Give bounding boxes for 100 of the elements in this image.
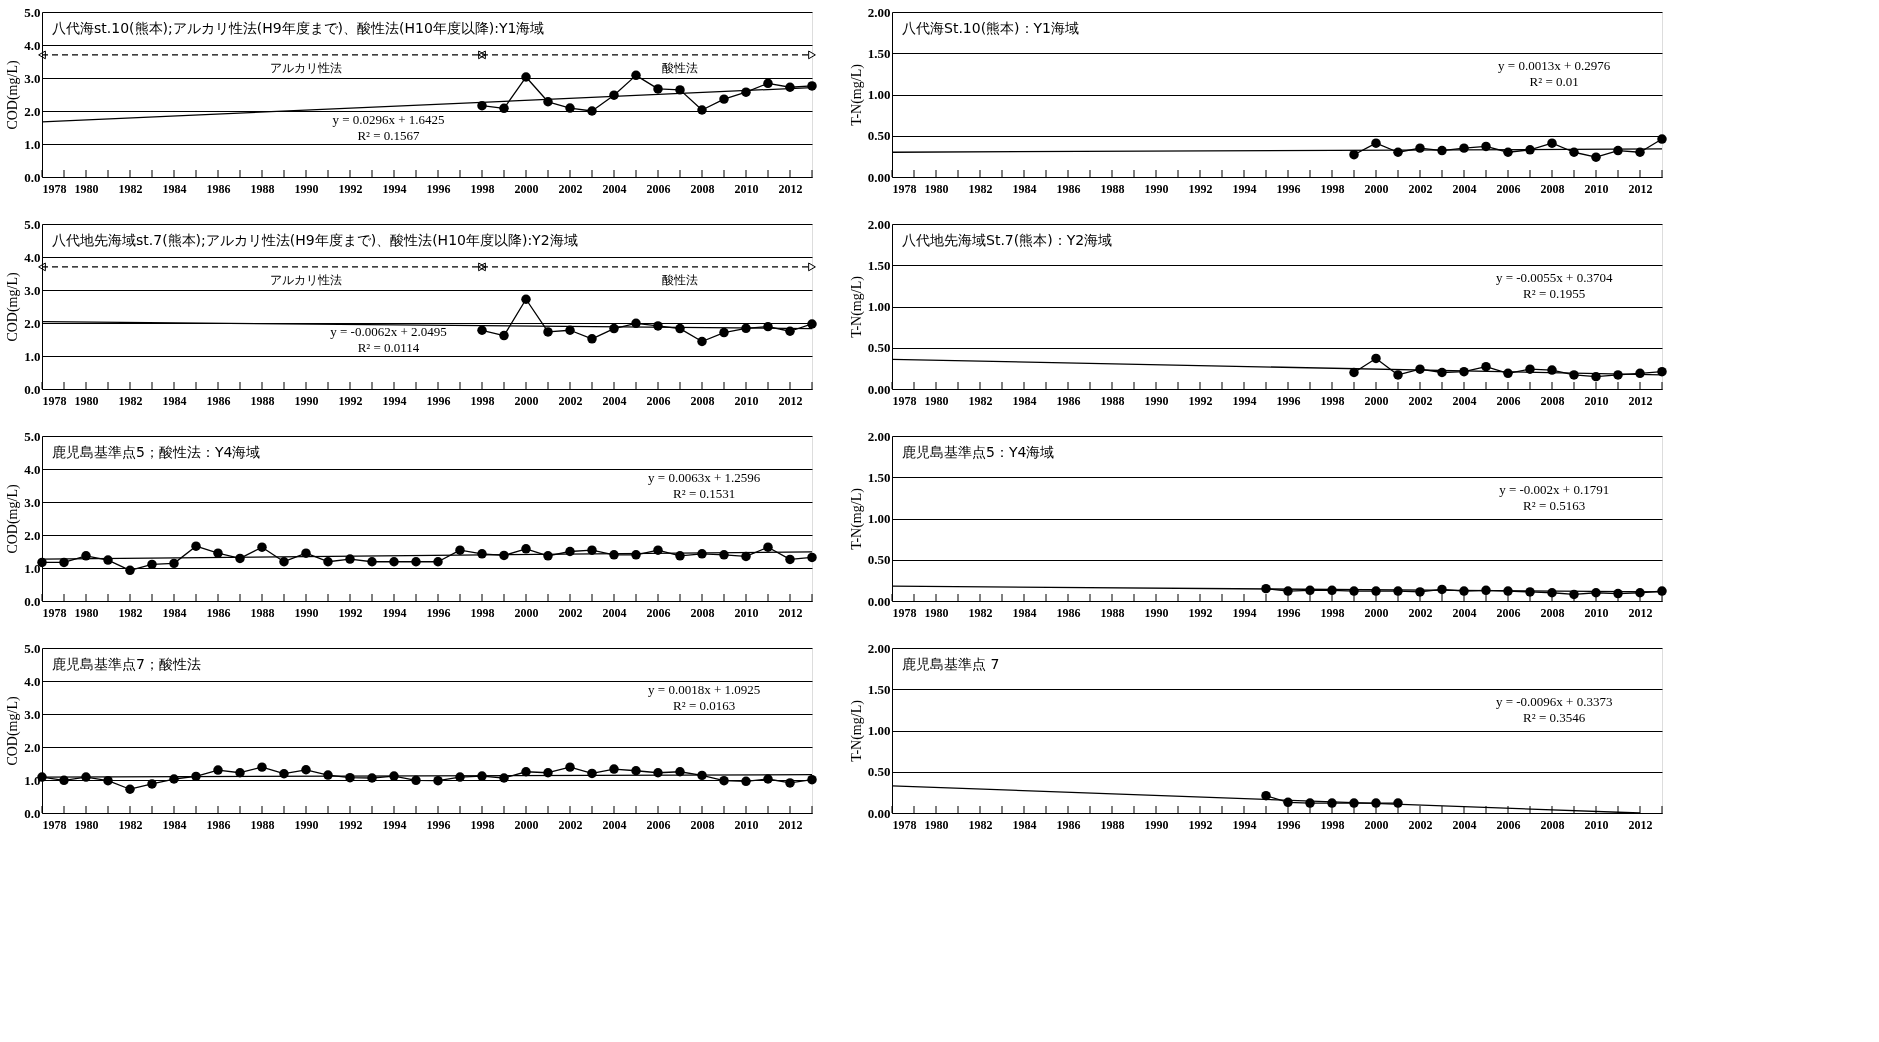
y-tick-label: 0.50 — [867, 552, 891, 568]
text: 八代海st.10(熊本);アルカリ性法(H9年度まで)、酸性法(H10年度以降):Y1海域 — [52, 19, 545, 36]
x-tick-label: 1990 — [294, 181, 319, 196]
x-tick-label: 1984 — [1012, 393, 1037, 408]
x-tick-label: 2012 — [778, 393, 803, 408]
x-tick-label: 1986 — [1056, 605, 1081, 620]
x-tick-label: 2010 — [1584, 393, 1609, 408]
x-tick-label: 2010 — [1584, 181, 1609, 196]
x-tick-label: 1990 — [294, 605, 319, 620]
x-tick-label: 2006 — [646, 393, 671, 408]
x-tick-label: 1994 — [1232, 817, 1257, 832]
annotation: y = 0.0296x + 1.6425 — [332, 111, 445, 127]
x-tick-label: 1994 — [382, 817, 407, 832]
x-tick-label: 1988 — [1100, 817, 1125, 832]
x-tick-label: 2002 — [558, 605, 583, 620]
x-tick-label: 1980 — [924, 181, 949, 196]
x-tick-label: 2000 — [1364, 605, 1389, 620]
x-tick-label: 2000 — [1364, 817, 1389, 832]
y-axis-title: T-N(mg/L) — [848, 487, 865, 550]
y-tick-label: 1.0 — [24, 560, 41, 576]
y-tick-label: 0.50 — [867, 340, 891, 356]
x-tick-label: 1996 — [1276, 393, 1301, 408]
annotation: R² = 0.0114 — [357, 339, 420, 355]
x-tick-label: 2004 — [1452, 181, 1477, 196]
annotation: R² = 0.1955 — [1523, 285, 1586, 301]
y-tick-label: 0.00 — [867, 381, 891, 397]
x-tick-label: 2006 — [646, 817, 671, 832]
text: 鹿児島基準点 7 — [902, 655, 1000, 672]
x-tick-label: 2006 — [1496, 181, 1521, 196]
x-tick-label: 2004 — [602, 181, 627, 196]
y-tick-label: 1.00 — [867, 87, 891, 102]
y-tick-label: 0.0 — [24, 593, 41, 609]
x-tick-label: 2008 — [690, 605, 715, 620]
x-tick-label: 1984 — [1012, 817, 1037, 832]
x-tick-label: 1994 — [382, 181, 407, 196]
y-axis-title: COD(mg/L) — [5, 60, 22, 130]
x-tick-label: 1992 — [1188, 181, 1213, 196]
text: 鹿児島基準点5；酸性法：Y4海域 — [52, 443, 261, 460]
y-tick-label: 1.00 — [867, 723, 891, 738]
x-tick-label: 2010 — [734, 181, 759, 196]
y-tick-label: 3.0 — [24, 706, 41, 722]
x-tick-label: 2010 — [734, 817, 759, 832]
x-tick-label: 1980 — [74, 817, 99, 832]
x-tick-label: 1984 — [1012, 181, 1037, 196]
x-tick-label: 1980 — [924, 817, 949, 832]
annotation: y = -0.0096x + 0.3373 — [1495, 693, 1613, 709]
x-tick-label: 1998 — [470, 181, 495, 196]
x-tick-label: 1978 — [42, 393, 67, 408]
y-tick-label: 0.0 — [24, 381, 41, 397]
x-tick-label: 1984 — [162, 817, 187, 832]
series-label: 酸性法 — [662, 272, 698, 287]
x-tick-label: 1994 — [1232, 181, 1257, 196]
x-tick-label: 1982 — [968, 605, 993, 620]
y-tick-label: 0.00 — [867, 169, 891, 185]
x-tick-label: 2006 — [1496, 393, 1521, 408]
x-tick-label: 1996 — [1276, 181, 1301, 196]
y-tick-label: 4.0 — [24, 37, 41, 53]
x-tick-label: 1982 — [968, 817, 993, 832]
x-tick-label: 1982 — [118, 817, 143, 832]
x-tick-label: 1992 — [338, 817, 363, 832]
x-tick-label: 2008 — [1540, 393, 1565, 408]
annotation: R² = 0.1531 — [673, 485, 736, 501]
y-tick-label: 1.0 — [24, 136, 41, 152]
x-tick-label: 1986 — [206, 817, 231, 832]
x-tick-label: 1984 — [162, 181, 187, 196]
x-tick-label: 1994 — [382, 605, 407, 620]
annotation: R² = 0.1567 — [357, 127, 421, 143]
x-tick-label: 1998 — [1320, 181, 1345, 196]
x-tick-label: 2012 — [778, 181, 803, 196]
x-tick-label: 1990 — [1144, 605, 1169, 620]
x-tick-label: 1978 — [42, 817, 67, 832]
x-tick-label: 1988 — [1100, 393, 1125, 408]
x-tick-label: 1984 — [162, 605, 187, 620]
x-tick-label: 2000 — [514, 605, 539, 620]
x-tick-label: 1978 — [892, 181, 917, 196]
y-tick-label: 1.00 — [867, 511, 891, 526]
annotation: y = 0.0013x + 0.2976 — [1498, 57, 1611, 73]
x-tick-label: 1984 — [162, 393, 187, 408]
x-tick-label: 2010 — [1584, 817, 1609, 832]
x-tick-label: 1996 — [1276, 817, 1301, 832]
x-tick-label: 1988 — [250, 393, 275, 408]
annotation: R² = 0.0163 — [673, 697, 736, 713]
y-tick-label: 1.0 — [24, 348, 41, 364]
y-tick-label: 5.0 — [24, 428, 41, 444]
x-tick-label: 1980 — [74, 393, 99, 408]
x-tick-label: 2004 — [602, 393, 627, 408]
x-tick-label: 1998 — [470, 605, 495, 620]
y-axis-title: COD(mg/L) — [5, 484, 22, 554]
y-tick-label: 0.0 — [24, 169, 41, 185]
x-tick-label: 1978 — [42, 605, 67, 620]
x-tick-label: 2004 — [602, 605, 627, 620]
x-tick-label: 1980 — [924, 393, 949, 408]
y-axis-title: T-N(mg/L) — [848, 63, 865, 126]
x-tick-label: 2002 — [558, 817, 583, 832]
x-tick-label: 1992 — [1188, 605, 1213, 620]
x-tick-label: 2010 — [734, 605, 759, 620]
x-tick-label: 2004 — [1452, 817, 1477, 832]
x-tick-label: 1978 — [892, 605, 917, 620]
y-tick-label: 0.0 — [24, 805, 41, 821]
x-tick-label: 1992 — [1188, 817, 1213, 832]
